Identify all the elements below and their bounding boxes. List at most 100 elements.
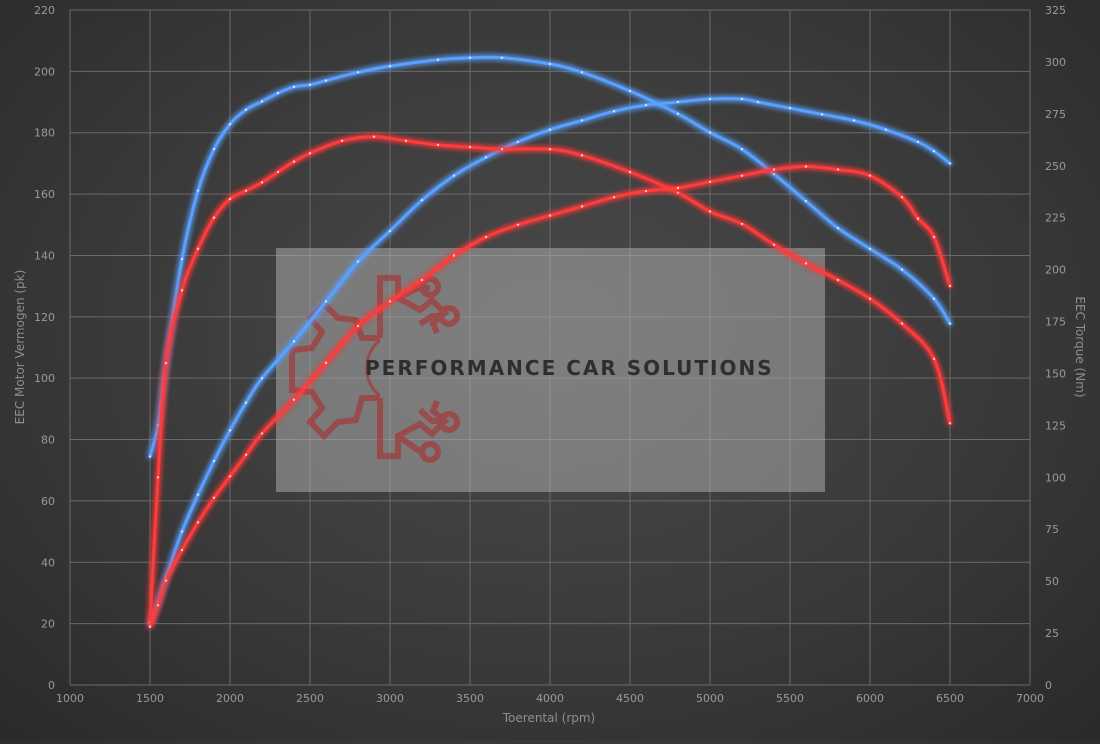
series-point: [420, 278, 424, 282]
series-point: [948, 162, 952, 165]
series-point: [948, 322, 952, 325]
x-tick-label: 3000: [376, 692, 404, 705]
series-point: [852, 119, 856, 122]
x-tick-label: 7000: [1016, 692, 1044, 705]
series-point: [164, 579, 168, 582]
y-right-tick-label: 25: [1045, 627, 1059, 640]
y-left-tick-label: 40: [41, 556, 55, 569]
series-point: [836, 168, 840, 171]
series-point: [676, 112, 680, 116]
series-point: [292, 398, 296, 401]
series-point: [580, 205, 584, 208]
series-point: [388, 229, 392, 233]
series-point: [708, 131, 712, 134]
series-point: [212, 459, 216, 463]
series-point: [244, 189, 248, 192]
series-point: [260, 100, 264, 103]
series-point: [548, 62, 552, 66]
series-point: [324, 300, 328, 303]
series-point: [484, 235, 488, 239]
series-point: [180, 530, 184, 533]
series-point: [156, 476, 160, 479]
y-right-tick-label: 325: [1045, 4, 1066, 17]
series-point: [260, 181, 264, 184]
y-right-tick-label: 225: [1045, 212, 1066, 225]
y-right-tick-label: 100: [1045, 471, 1066, 484]
y-left-axis-label: EEC Motor Vermogen (pk): [13, 270, 27, 425]
series-point: [404, 139, 408, 143]
series-point: [308, 152, 312, 155]
series-point: [324, 361, 328, 365]
y-left-tick-label: 60: [41, 495, 55, 508]
series-point: [436, 143, 440, 147]
series-point: [484, 156, 488, 159]
series-point: [388, 64, 392, 68]
series-point: [276, 91, 280, 95]
series-point: [676, 191, 680, 194]
series-point: [244, 401, 248, 404]
series-point: [420, 199, 424, 202]
series-point: [260, 432, 264, 435]
series-point: [548, 128, 552, 131]
watermark-brand-text: PERFORMANCE CAR SOLUTIONS: [365, 356, 774, 380]
series-point: [804, 165, 808, 168]
series-point: [772, 172, 776, 176]
series-point: [948, 284, 952, 288]
y-left-tick-label: 0: [48, 679, 55, 692]
series-point: [932, 297, 936, 300]
series-point: [452, 174, 456, 177]
series-point: [244, 108, 248, 111]
series-point: [628, 89, 632, 93]
series-point: [900, 322, 904, 325]
series-point: [156, 424, 160, 427]
series-point: [868, 247, 872, 251]
gear-circuit-logo: [289, 275, 460, 463]
series-point: [436, 58, 440, 62]
series-point: [708, 180, 712, 184]
series-point: [164, 361, 168, 365]
y-left-tick-label: 120: [34, 311, 55, 324]
series-point: [324, 79, 328, 82]
x-tick-label: 1500: [136, 692, 164, 705]
y-right-tick-label: 275: [1045, 108, 1066, 121]
y-right-tick-label: 150: [1045, 367, 1066, 380]
series-point: [580, 154, 584, 157]
series-point: [156, 604, 160, 607]
series-point: [804, 199, 808, 203]
series-point: [196, 493, 200, 496]
y-left-tick-label: 180: [34, 127, 55, 140]
x-tick-label: 3500: [456, 692, 484, 705]
y-left-tick-label: 100: [34, 372, 55, 385]
x-tick-label: 5500: [776, 692, 804, 705]
series-point: [612, 110, 616, 113]
series-lines: [148, 55, 952, 629]
series-point: [772, 243, 776, 246]
series-point: [372, 135, 376, 138]
series-point: [644, 103, 648, 107]
series-point: [740, 174, 744, 177]
x-tick-label: 4000: [536, 692, 564, 705]
series-point: [276, 170, 280, 174]
y-left-tick-label: 200: [34, 65, 55, 78]
series-line-4-power: [148, 165, 952, 629]
series-point: [548, 214, 552, 217]
y-right-tick-label: 75: [1045, 523, 1059, 536]
axis-ticks: 1000 1500 2000 2500 3000 3500 4000 4500 5000 5500…: [34, 4, 1066, 705]
series-point: [452, 254, 456, 257]
y-right-tick-label: 50: [1045, 575, 1059, 588]
series-point: [708, 97, 712, 101]
y-right-tick-label: 300: [1045, 56, 1066, 69]
series-point: [468, 56, 472, 59]
x-tick-label: 2500: [296, 692, 324, 705]
series-point: [820, 113, 824, 116]
series-point: [612, 195, 616, 199]
series-point: [804, 262, 808, 265]
series-point: [148, 455, 152, 458]
x-axis-label: Toerental (rpm): [502, 711, 595, 725]
series-point: [292, 85, 296, 89]
x-tick-label: 4500: [616, 692, 644, 705]
series-point: [916, 140, 920, 144]
series-point: [948, 422, 952, 425]
